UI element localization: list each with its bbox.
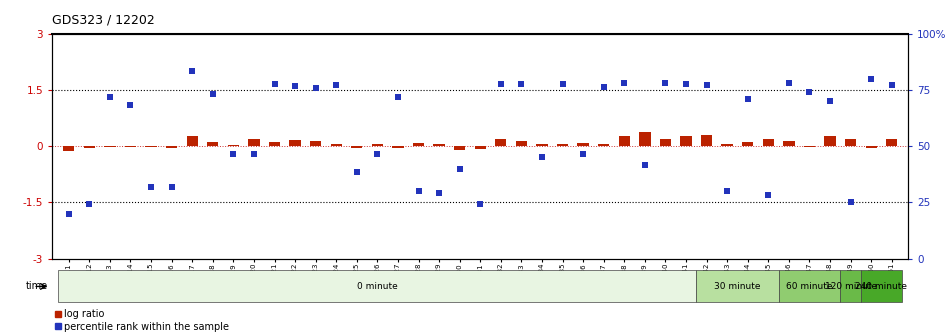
Bar [861, 270, 902, 302]
Bar [331, 144, 342, 146]
Bar [289, 140, 301, 146]
Text: 0 minute: 0 minute [357, 282, 398, 291]
Text: GDS323 / 12202: GDS323 / 12202 [52, 14, 155, 27]
Bar [227, 145, 239, 146]
Text: time: time [26, 282, 48, 291]
Bar [639, 132, 650, 146]
Text: percentile rank within the sample: percentile rank within the sample [64, 322, 229, 332]
Bar [186, 136, 198, 146]
Bar [146, 146, 157, 147]
Text: 240 minute: 240 minute [856, 282, 907, 291]
Bar [515, 141, 527, 146]
Bar [58, 270, 696, 302]
Bar [207, 142, 219, 146]
Bar [63, 146, 74, 151]
Bar [269, 142, 281, 146]
Bar [248, 139, 260, 146]
Bar [841, 270, 861, 302]
Bar [577, 143, 589, 146]
Bar [413, 143, 424, 146]
Bar [536, 144, 548, 146]
Text: log ratio: log ratio [64, 309, 104, 319]
Bar [393, 146, 403, 148]
Bar [598, 143, 610, 146]
Bar [844, 139, 856, 146]
Bar [763, 139, 774, 146]
Bar [310, 141, 321, 146]
Bar [475, 146, 486, 149]
Bar [742, 142, 753, 146]
Bar [618, 136, 630, 146]
Bar [696, 270, 779, 302]
Text: 60 minute: 60 minute [786, 282, 833, 291]
Bar [125, 146, 136, 147]
Bar [434, 144, 445, 146]
Bar [660, 139, 671, 146]
Bar [680, 136, 691, 146]
Bar [105, 146, 116, 147]
Bar [722, 144, 733, 146]
Bar [701, 135, 712, 146]
Bar [84, 146, 95, 148]
Bar [784, 141, 794, 146]
Bar [779, 270, 841, 302]
Bar [804, 146, 815, 147]
Bar [495, 139, 507, 146]
Bar [886, 139, 898, 146]
Bar [372, 144, 383, 146]
Bar [351, 146, 362, 148]
Bar [557, 143, 568, 146]
Text: 30 minute: 30 minute [714, 282, 761, 291]
Bar [166, 146, 177, 148]
Bar [865, 146, 877, 148]
Bar [825, 136, 836, 146]
Bar [454, 146, 465, 150]
Text: 120 minute: 120 minute [825, 282, 877, 291]
